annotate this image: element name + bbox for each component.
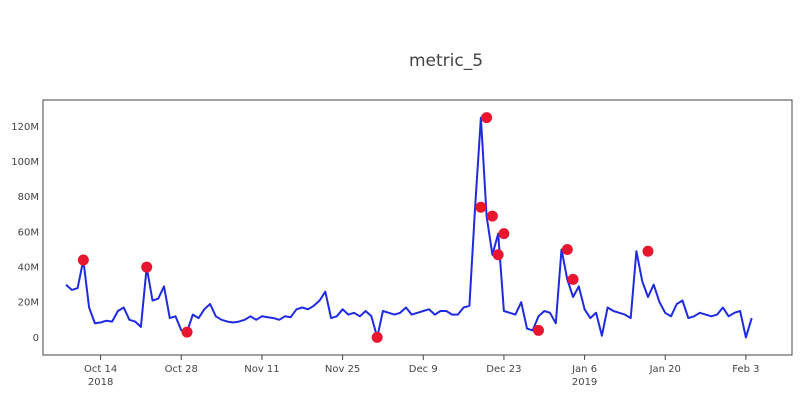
x-tick-label: Nov 11 [244,364,279,375]
x-tick-label: Oct 28 [165,364,198,375]
marker-point [642,245,654,257]
plot-frame [42,99,793,356]
x-tick-label: Dec 23 [486,364,521,375]
y-tick-label: 60M [18,227,39,238]
x-axis: Oct 14 2018 Oct 28 Nov 11 Nov 25 Dec 9 Dec 23 J… [84,355,760,388]
y-tick-label: 40M [18,263,39,274]
x-tick-year-label: 2018 [88,377,113,388]
y-tick-label: 0 [33,333,39,344]
y-tick-label: 80M [18,192,39,203]
x-tick-year-label: 2019 [572,377,597,388]
marker-point [371,331,383,343]
marker-point [481,112,493,124]
x-tick-label: Oct 14 [84,364,117,375]
marker-point [498,228,510,240]
marker-point [141,261,153,273]
marker-point [77,254,89,266]
marker-point [492,249,504,261]
x-tick-label: Nov 25 [325,364,360,375]
chart-title: metric_5 [409,51,483,71]
y-tick-label: 120M [11,122,39,133]
series-line [65,116,753,339]
highlight-markers [77,112,654,343]
marker-point [567,273,579,285]
y-axis: 0 20M 40M 60M 80M 100M 120M [11,122,39,344]
marker-point [561,243,573,255]
x-tick-label: Dec 9 [409,364,438,375]
marker-point [475,201,487,213]
y-tick-label: 100M [11,157,39,168]
marker-point [181,326,193,338]
marker-point [532,324,544,336]
x-tick-label: Jan 6 [571,364,597,375]
y-tick-label: 20M [18,298,39,309]
x-tick-label: Feb 3 [732,364,759,375]
marker-point [486,210,498,222]
x-tick-label: Jan 20 [649,364,681,375]
